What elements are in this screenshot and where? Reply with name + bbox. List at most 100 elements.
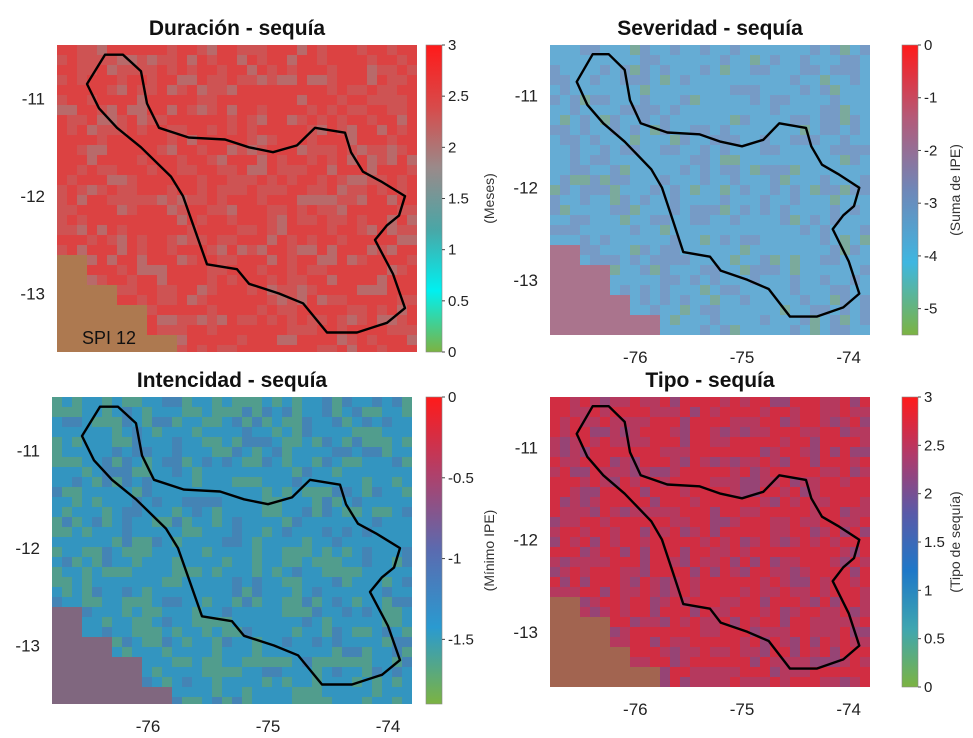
heatmap-cell [172,427,182,437]
heatmap-cell [690,537,700,547]
heatmap-cell [570,225,580,235]
heatmap-cell [770,437,780,447]
heatmap-cell [87,245,97,255]
heatmap-cell [397,165,407,175]
heatmap-cell [640,175,650,185]
heatmap-cell [82,417,92,427]
heatmap-cell [72,667,82,677]
heatmap-cell [860,155,870,165]
heatmap-cell [372,477,382,487]
heatmap-cell [342,397,352,407]
heatmap-cell [640,145,650,155]
heatmap-cell [182,637,192,647]
heatmap-cell [117,125,127,135]
heatmap-cell [760,657,770,667]
heatmap-cell [830,467,840,477]
heatmap-cell [107,155,117,165]
heatmap-cell [860,657,870,667]
heatmap-cell [292,667,302,677]
heatmap-cell [97,345,107,352]
heatmap-cell [590,85,600,95]
heatmap-cell [102,467,112,477]
heatmap-cell [307,85,317,95]
heatmap-cell [382,487,392,497]
heatmap-cell [630,477,640,487]
heatmap-cell [167,65,177,75]
heatmap-cell [147,235,157,245]
heatmap-cell [252,607,262,617]
heatmap-cell [407,245,417,255]
heatmap-cell [377,295,387,305]
heatmap-cell [152,687,162,697]
heatmap-cell [800,315,810,325]
heatmap-cell [282,457,292,467]
heatmap-cell [342,617,352,627]
heatmap-cell [367,155,377,165]
heatmap-cell [670,185,680,195]
heatmap-cell [680,195,690,205]
heatmap-cell [372,547,382,557]
heatmap-cell [810,467,820,477]
heatmap-cell [107,205,117,215]
heatmap-cell [710,85,720,95]
heatmap-cell [600,145,610,155]
heatmap-cell [570,175,580,185]
heatmap-cell [740,185,750,195]
heatmap-cell [850,325,860,335]
heatmap-cell [720,125,730,135]
heatmap-cell [700,617,710,627]
heatmap-cell [67,245,77,255]
heatmap-cell [750,95,760,105]
heatmap-cell [670,155,680,165]
heatmap-cell [287,335,297,345]
heatmap-cell [257,45,267,55]
heatmap-cell [312,587,322,597]
heatmap-cell [192,447,202,457]
heatmap-cell [710,45,720,55]
heatmap-cell [222,597,232,607]
heatmap-cell [352,667,362,677]
heatmap-cell [57,95,67,105]
heatmap-cell [222,417,232,427]
x-tick-label: -74 [836,348,861,367]
heatmap-cell [317,85,327,95]
heatmap-cell [152,457,162,467]
heatmap-cell [600,175,610,185]
heatmap-cell [650,657,660,667]
heatmap-cell [107,245,117,255]
heatmap-cell [142,527,152,537]
heatmap-cell [357,345,367,352]
heatmap-cell [760,165,770,175]
heatmap-cell [680,155,690,165]
heatmap-cell [620,497,630,507]
heatmap-cell [850,457,860,467]
heatmap-cell [660,447,670,457]
heatmap-cell [382,537,392,547]
basin-outline [575,53,861,318]
heatmap-cell [372,427,382,437]
heatmap-cell [392,547,402,557]
heatmap-cell [700,497,710,507]
heatmap-cell [740,617,750,627]
heatmap-cell [222,427,232,437]
heatmap-cell [307,235,317,245]
heatmap-cell [82,557,92,567]
heatmap-cell [302,647,312,657]
heatmap-blend [550,45,870,335]
heatmap-cell [372,667,382,677]
heatmap-cell [62,397,72,407]
heatmap-cell [272,527,282,537]
heatmap-cell [570,437,580,447]
heatmap-cell [770,145,780,155]
heatmap-cell [820,225,830,235]
heatmap-cell [67,315,77,325]
heatmap-cell [780,255,790,265]
heatmap-cell [800,85,810,95]
heatmap-cell [227,195,237,205]
heatmap-cell [830,295,840,305]
heatmap-cell [820,597,830,607]
heatmap-cell [570,325,580,335]
heatmap-cell [197,275,207,285]
heatmap-cell [660,235,670,245]
heatmap-cell [122,547,132,557]
